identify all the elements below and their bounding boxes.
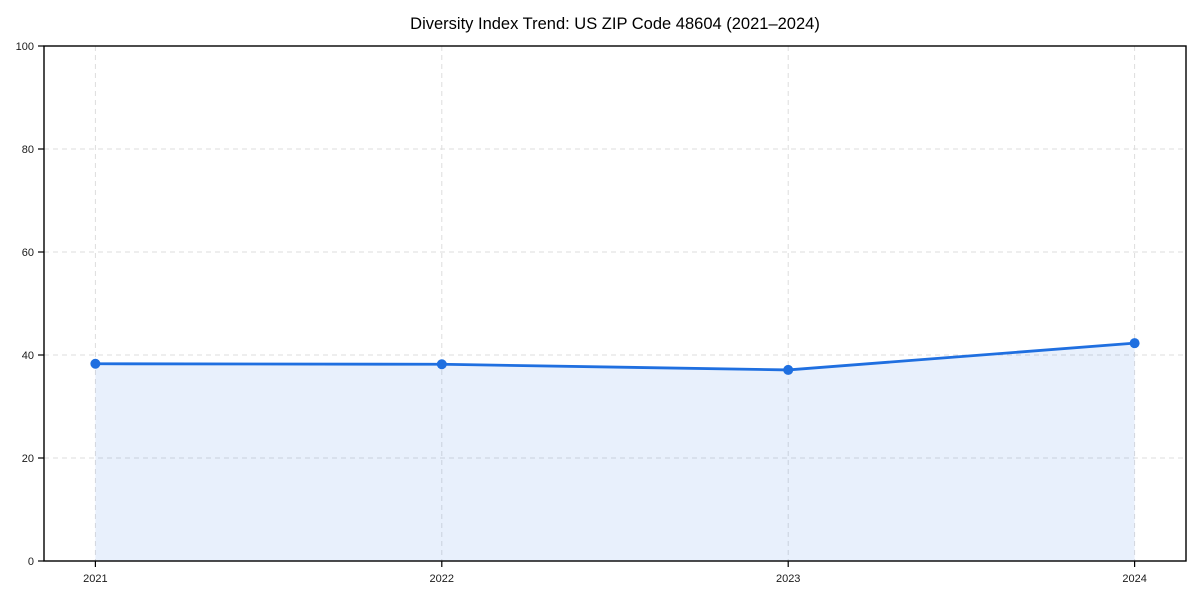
x-tick-label: 2021: [83, 573, 107, 585]
chart-title: Diversity Index Trend: US ZIP Code 48604…: [410, 15, 820, 33]
x-tick-label: 2024: [1122, 573, 1146, 585]
data-point: [436, 359, 447, 370]
y-tick-label: 20: [22, 453, 34, 465]
plot-border: [43, 45, 1187, 562]
x-tick-label: 2023: [776, 573, 800, 585]
plot-area: 0 20 40 60 80 100 2021 2022 2023 2024: [16, 41, 1187, 585]
y-tick-label: 100: [16, 41, 34, 53]
y-tick-label: 0: [28, 556, 34, 568]
data-point: [1129, 338, 1140, 349]
y-tick-label: 60: [22, 247, 34, 259]
data-point: [783, 364, 794, 375]
y-tick-label: 40: [22, 350, 34, 362]
data-point: [90, 358, 101, 369]
trend-line: [93, 341, 1137, 372]
area-fill: [95, 343, 1135, 561]
x-tick-label: 2022: [430, 573, 454, 585]
y-tick-label: 80: [22, 144, 34, 156]
